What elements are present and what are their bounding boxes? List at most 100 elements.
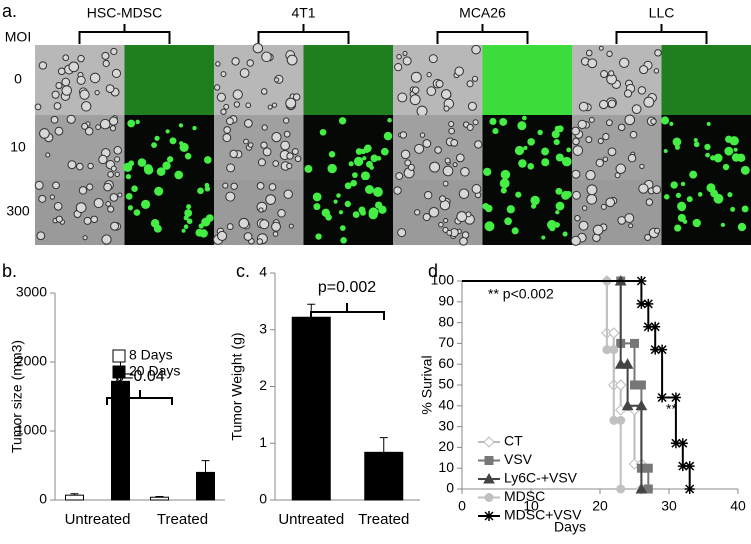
cell (422, 139, 432, 148)
cell (615, 163, 626, 175)
marker (616, 484, 626, 494)
cell (373, 187, 383, 197)
marker (608, 327, 620, 339)
cell (340, 236, 347, 244)
cell (54, 126, 64, 136)
cell (422, 213, 431, 222)
cell (663, 149, 668, 154)
cell (283, 189, 293, 199)
cell (706, 183, 716, 193)
cell (677, 203, 686, 212)
cell (595, 158, 604, 168)
cell (135, 119, 140, 125)
cell (663, 194, 670, 200)
y-tick-label: 50 (438, 376, 454, 392)
cell (499, 118, 508, 126)
cell (643, 96, 655, 108)
cell (252, 42, 264, 54)
cell (114, 171, 120, 178)
cell (348, 161, 354, 167)
bar (291, 316, 331, 501)
cell (551, 130, 560, 139)
cell (261, 51, 272, 63)
cell (602, 156, 609, 163)
cell (271, 102, 278, 108)
error-bar (307, 303, 316, 318)
cell (110, 165, 117, 172)
cell (645, 198, 654, 206)
cell (541, 158, 550, 167)
cell (140, 199, 151, 210)
cell (571, 169, 581, 179)
cell (434, 146, 442, 154)
cell (511, 227, 519, 235)
cell (522, 115, 527, 121)
cell (288, 223, 294, 229)
cell (55, 82, 63, 90)
cell (243, 232, 253, 241)
legend-label: VSV (504, 451, 533, 467)
cell (45, 152, 51, 158)
cell (423, 190, 433, 200)
cell (197, 187, 204, 195)
cell (530, 203, 537, 209)
cell (577, 119, 587, 130)
p-bracket (106, 390, 173, 405)
marker (684, 461, 695, 472)
cell (259, 219, 270, 230)
cell (232, 89, 243, 100)
cell (592, 224, 604, 236)
cell (731, 153, 741, 162)
cell (465, 211, 472, 218)
y-tick-label: 3000 (16, 284, 47, 300)
cell (215, 61, 221, 67)
cell (541, 147, 550, 156)
column-label: LLC (649, 5, 675, 21)
cell (713, 153, 723, 163)
legend-swatch (112, 365, 126, 379)
cell (556, 125, 564, 133)
cell (294, 155, 302, 163)
cell (527, 163, 535, 170)
cell (61, 85, 73, 96)
cell (459, 236, 468, 246)
cell (137, 158, 147, 167)
micrograph (661, 180, 751, 245)
cell (438, 221, 444, 228)
cell (675, 192, 682, 199)
cell (225, 117, 234, 126)
cell (292, 93, 301, 101)
y-tick-label: 2000 (16, 353, 47, 369)
cell (262, 147, 272, 157)
cell (151, 142, 157, 148)
cell (383, 131, 393, 141)
cell (444, 157, 451, 164)
cell (466, 80, 474, 88)
bracket (257, 24, 350, 44)
cell (67, 160, 77, 170)
cell (644, 234, 652, 242)
marker (677, 438, 688, 449)
panel-label: a. (2, 1, 17, 21)
cell (352, 172, 358, 178)
cell (442, 165, 454, 177)
cell (165, 129, 170, 134)
cell (243, 138, 249, 145)
bar (150, 496, 169, 501)
cell (572, 190, 581, 200)
cell (426, 71, 432, 78)
cell (243, 118, 253, 128)
marker (483, 436, 495, 448)
cell (397, 228, 407, 238)
cell (105, 84, 115, 94)
cell (555, 187, 563, 195)
y-tick-label: 10 (438, 459, 454, 475)
cell (585, 49, 593, 57)
cell (133, 209, 141, 216)
cell (154, 135, 160, 141)
cell (77, 54, 85, 63)
cell (404, 159, 412, 167)
annotation: ** (666, 401, 677, 417)
cell (597, 137, 604, 145)
y-tick-label: 70 (438, 334, 454, 350)
